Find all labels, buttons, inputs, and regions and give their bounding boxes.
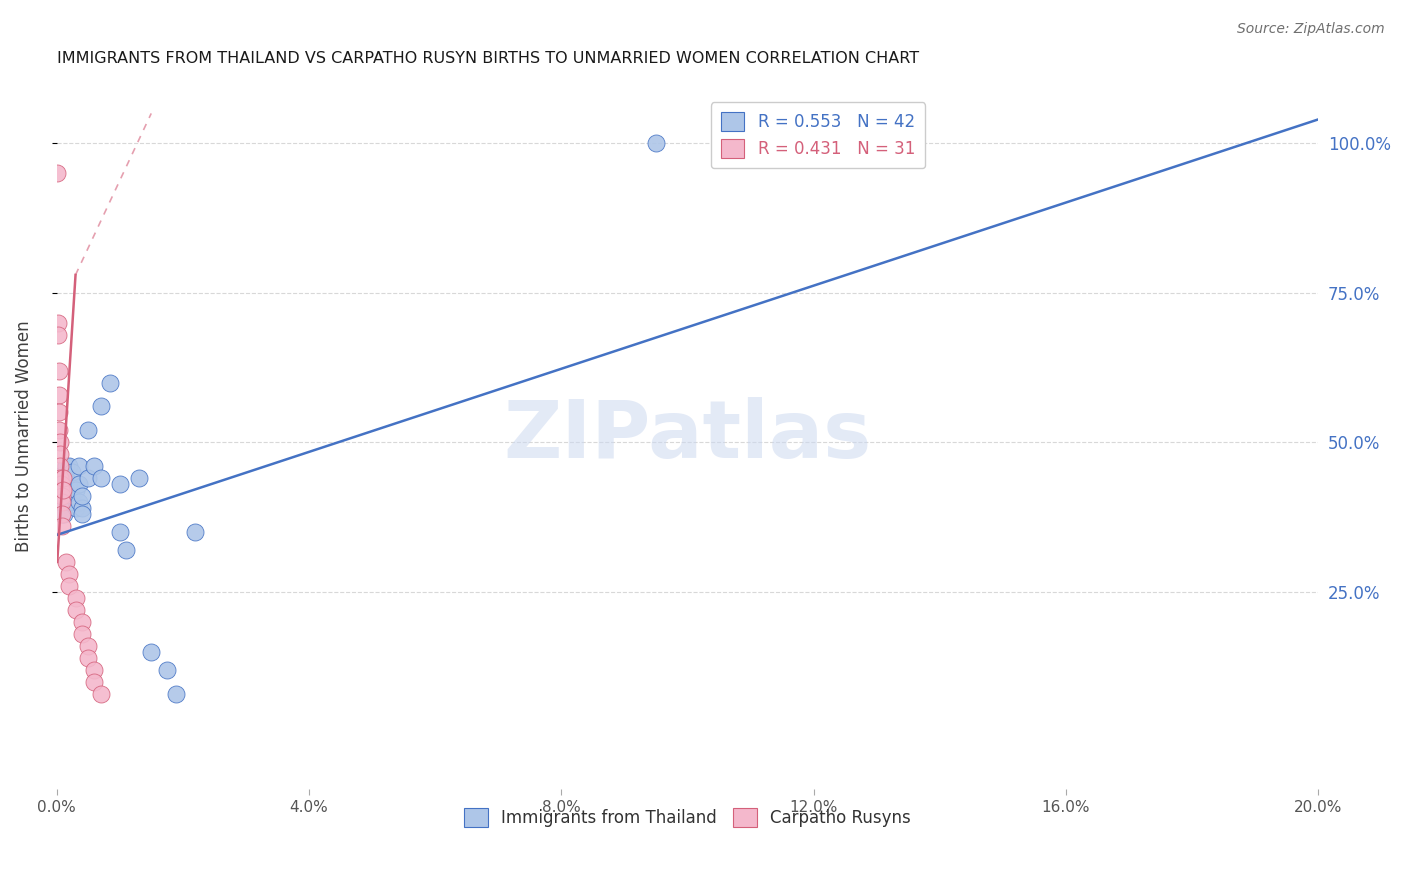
Point [156,663,179,677]
Point [49,483,72,498]
Point [52,471,75,485]
Point [51,489,73,503]
Point [48,423,70,437]
Point [65,603,87,617]
Point [83,459,105,474]
Point [51,495,73,509]
Point [65,591,87,605]
Point [49,435,72,450]
Point [128,471,150,485]
Point [77,423,100,437]
Point [70,489,93,503]
Point [90,471,112,485]
Point [60,465,83,479]
Point [70,501,93,516]
Point [67,495,90,509]
Point [58,495,80,509]
Point [48,405,70,419]
Point [52,477,75,491]
Point [51,498,73,512]
Point [52,471,75,485]
Point [166,687,188,701]
Point [46,166,69,180]
Point [49,447,72,461]
Point [58,459,80,474]
Point [49,477,72,491]
Point [51,519,73,533]
Text: ZIPatlas: ZIPatlas [503,397,872,475]
Point [51,507,73,521]
Point [53,507,76,521]
Y-axis label: Births to Unmarried Women: Births to Unmarried Women [15,320,32,552]
Point [108,477,131,491]
Point [90,687,112,701]
Point [70,507,93,521]
Point [55,459,77,474]
Point [51,489,73,503]
Point [65,483,87,498]
Text: IMMIGRANTS FROM THAILAND VS CARPATHO RUSYN BIRTHS TO UNMARRIED WOMEN CORRELATION: IMMIGRANTS FROM THAILAND VS CARPATHO RUS… [56,51,918,66]
Point [51,507,73,521]
Point [67,477,90,491]
Point [77,650,100,665]
Point [77,471,100,485]
Point [51,474,73,488]
Point [645,136,668,151]
Point [141,645,163,659]
Point [115,543,138,558]
Point [49,471,72,485]
Point [108,524,131,539]
Point [65,501,87,516]
Point [55,555,77,569]
Point [70,615,93,629]
Text: Source: ZipAtlas.com: Source: ZipAtlas.com [1237,22,1385,37]
Point [58,579,80,593]
Point [51,468,73,483]
Point [60,477,83,491]
Point [70,626,93,640]
Point [48,363,70,377]
Point [58,477,80,491]
Point [48,387,70,401]
Point [77,639,100,653]
Point [83,674,105,689]
Point [60,489,83,503]
Point [58,566,80,581]
Point [55,483,77,498]
Point [49,459,72,474]
Point [52,483,75,498]
Point [46,316,69,330]
Point [90,400,112,414]
Point [53,489,76,503]
Point [46,327,69,342]
Point [51,486,73,500]
Legend: Immigrants from Thailand, Carpatho Rusyns: Immigrants from Thailand, Carpatho Rusyn… [457,802,917,834]
Point [98,376,121,390]
Point [83,663,105,677]
Point [67,459,90,474]
Point [184,524,207,539]
Point [52,483,75,498]
Point [55,471,77,485]
